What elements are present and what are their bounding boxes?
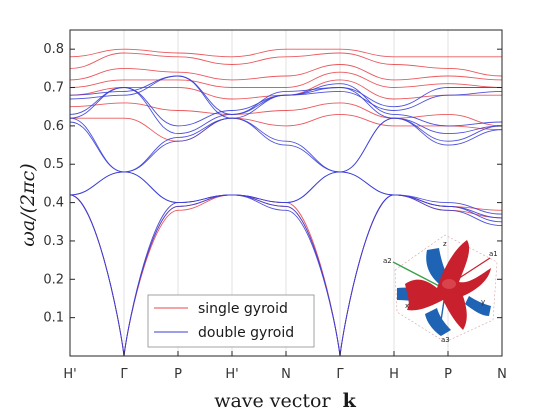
series-single-gyroid-band-5: [69, 71, 503, 88]
inset-unit-cell-outline: [394, 234, 498, 343]
legend: single gyroid double gyroid: [147, 294, 315, 348]
x-tick-label: N: [281, 367, 291, 382]
x-tick-label: H': [63, 367, 76, 382]
inset-blue-network-arm-right: [465, 296, 491, 316]
legend-box: [147, 294, 315, 348]
x-tick-label: P: [174, 367, 182, 382]
series-layer: [69, 48, 503, 357]
y-tick-label: 0.1: [43, 311, 64, 326]
inset-blue-network-arm-bottom: [425, 308, 451, 336]
grid-layer: [123, 30, 449, 356]
x-tick-label: H: [389, 367, 399, 382]
legend-label-double-gyroid: double gyroid: [198, 325, 294, 341]
x-tick-label: Γ: [120, 367, 128, 382]
series-single-gyroid-band-8: [69, 48, 503, 58]
series-double-gyroid-band-12: [69, 171, 503, 215]
inset-red-network-highlight: [442, 279, 456, 289]
x-tick-label: N: [497, 367, 507, 382]
y-tick-label: 0.7: [43, 81, 64, 96]
y-tick-label: 0.6: [43, 119, 64, 134]
series-single-gyroid-band-7: [69, 52, 503, 77]
legend-label-single-gyroid: single gyroid: [198, 301, 288, 317]
series-double-gyroid-band-17: [69, 75, 503, 119]
x-axis-label-bold: k: [343, 390, 357, 412]
series-single-gyroid-band-2: [69, 113, 503, 142]
inset-label-a3: a3: [441, 336, 450, 344]
x-axis-label: wave vector k: [214, 390, 356, 412]
x-axis-label-main: wave vector: [214, 390, 331, 412]
x-tick-label: P: [444, 367, 452, 382]
inset-label-y: y: [481, 298, 485, 306]
series-single-gyroid-band-6: [69, 64, 503, 81]
series-single-gyroid-band-3: [69, 102, 503, 127]
y-tick-label: 0.8: [43, 42, 64, 57]
tick-layer: 0.1 0.2 0.3 0.4 0.5 0.6 0.7 0.8 H' Γ P H' N Γ H P N: [43, 42, 507, 382]
y-axis-label: ωa/(2πc): [17, 163, 39, 246]
gyroid-inset-illustration: a2 a1 a3 z x y: [383, 234, 498, 344]
series-double-gyroid-band-14: [69, 117, 503, 173]
inset-label-x: x: [405, 302, 409, 310]
y-tick-label: 0.4: [43, 196, 64, 211]
inset-label-z: z: [443, 240, 447, 248]
inset-axis-a2: [392, 261, 444, 289]
y-tick-label: 0.2: [43, 272, 64, 287]
x-tick-label: H': [225, 367, 238, 382]
y-tick-label: 0.3: [43, 234, 64, 249]
inset-label-a1: a1: [489, 250, 498, 258]
x-tick-label: Γ: [336, 367, 344, 382]
series-double-gyroid-band-18: [69, 75, 502, 115]
inset-label-a2: a2: [383, 257, 392, 265]
y-tick-label: 0.5: [43, 157, 64, 172]
